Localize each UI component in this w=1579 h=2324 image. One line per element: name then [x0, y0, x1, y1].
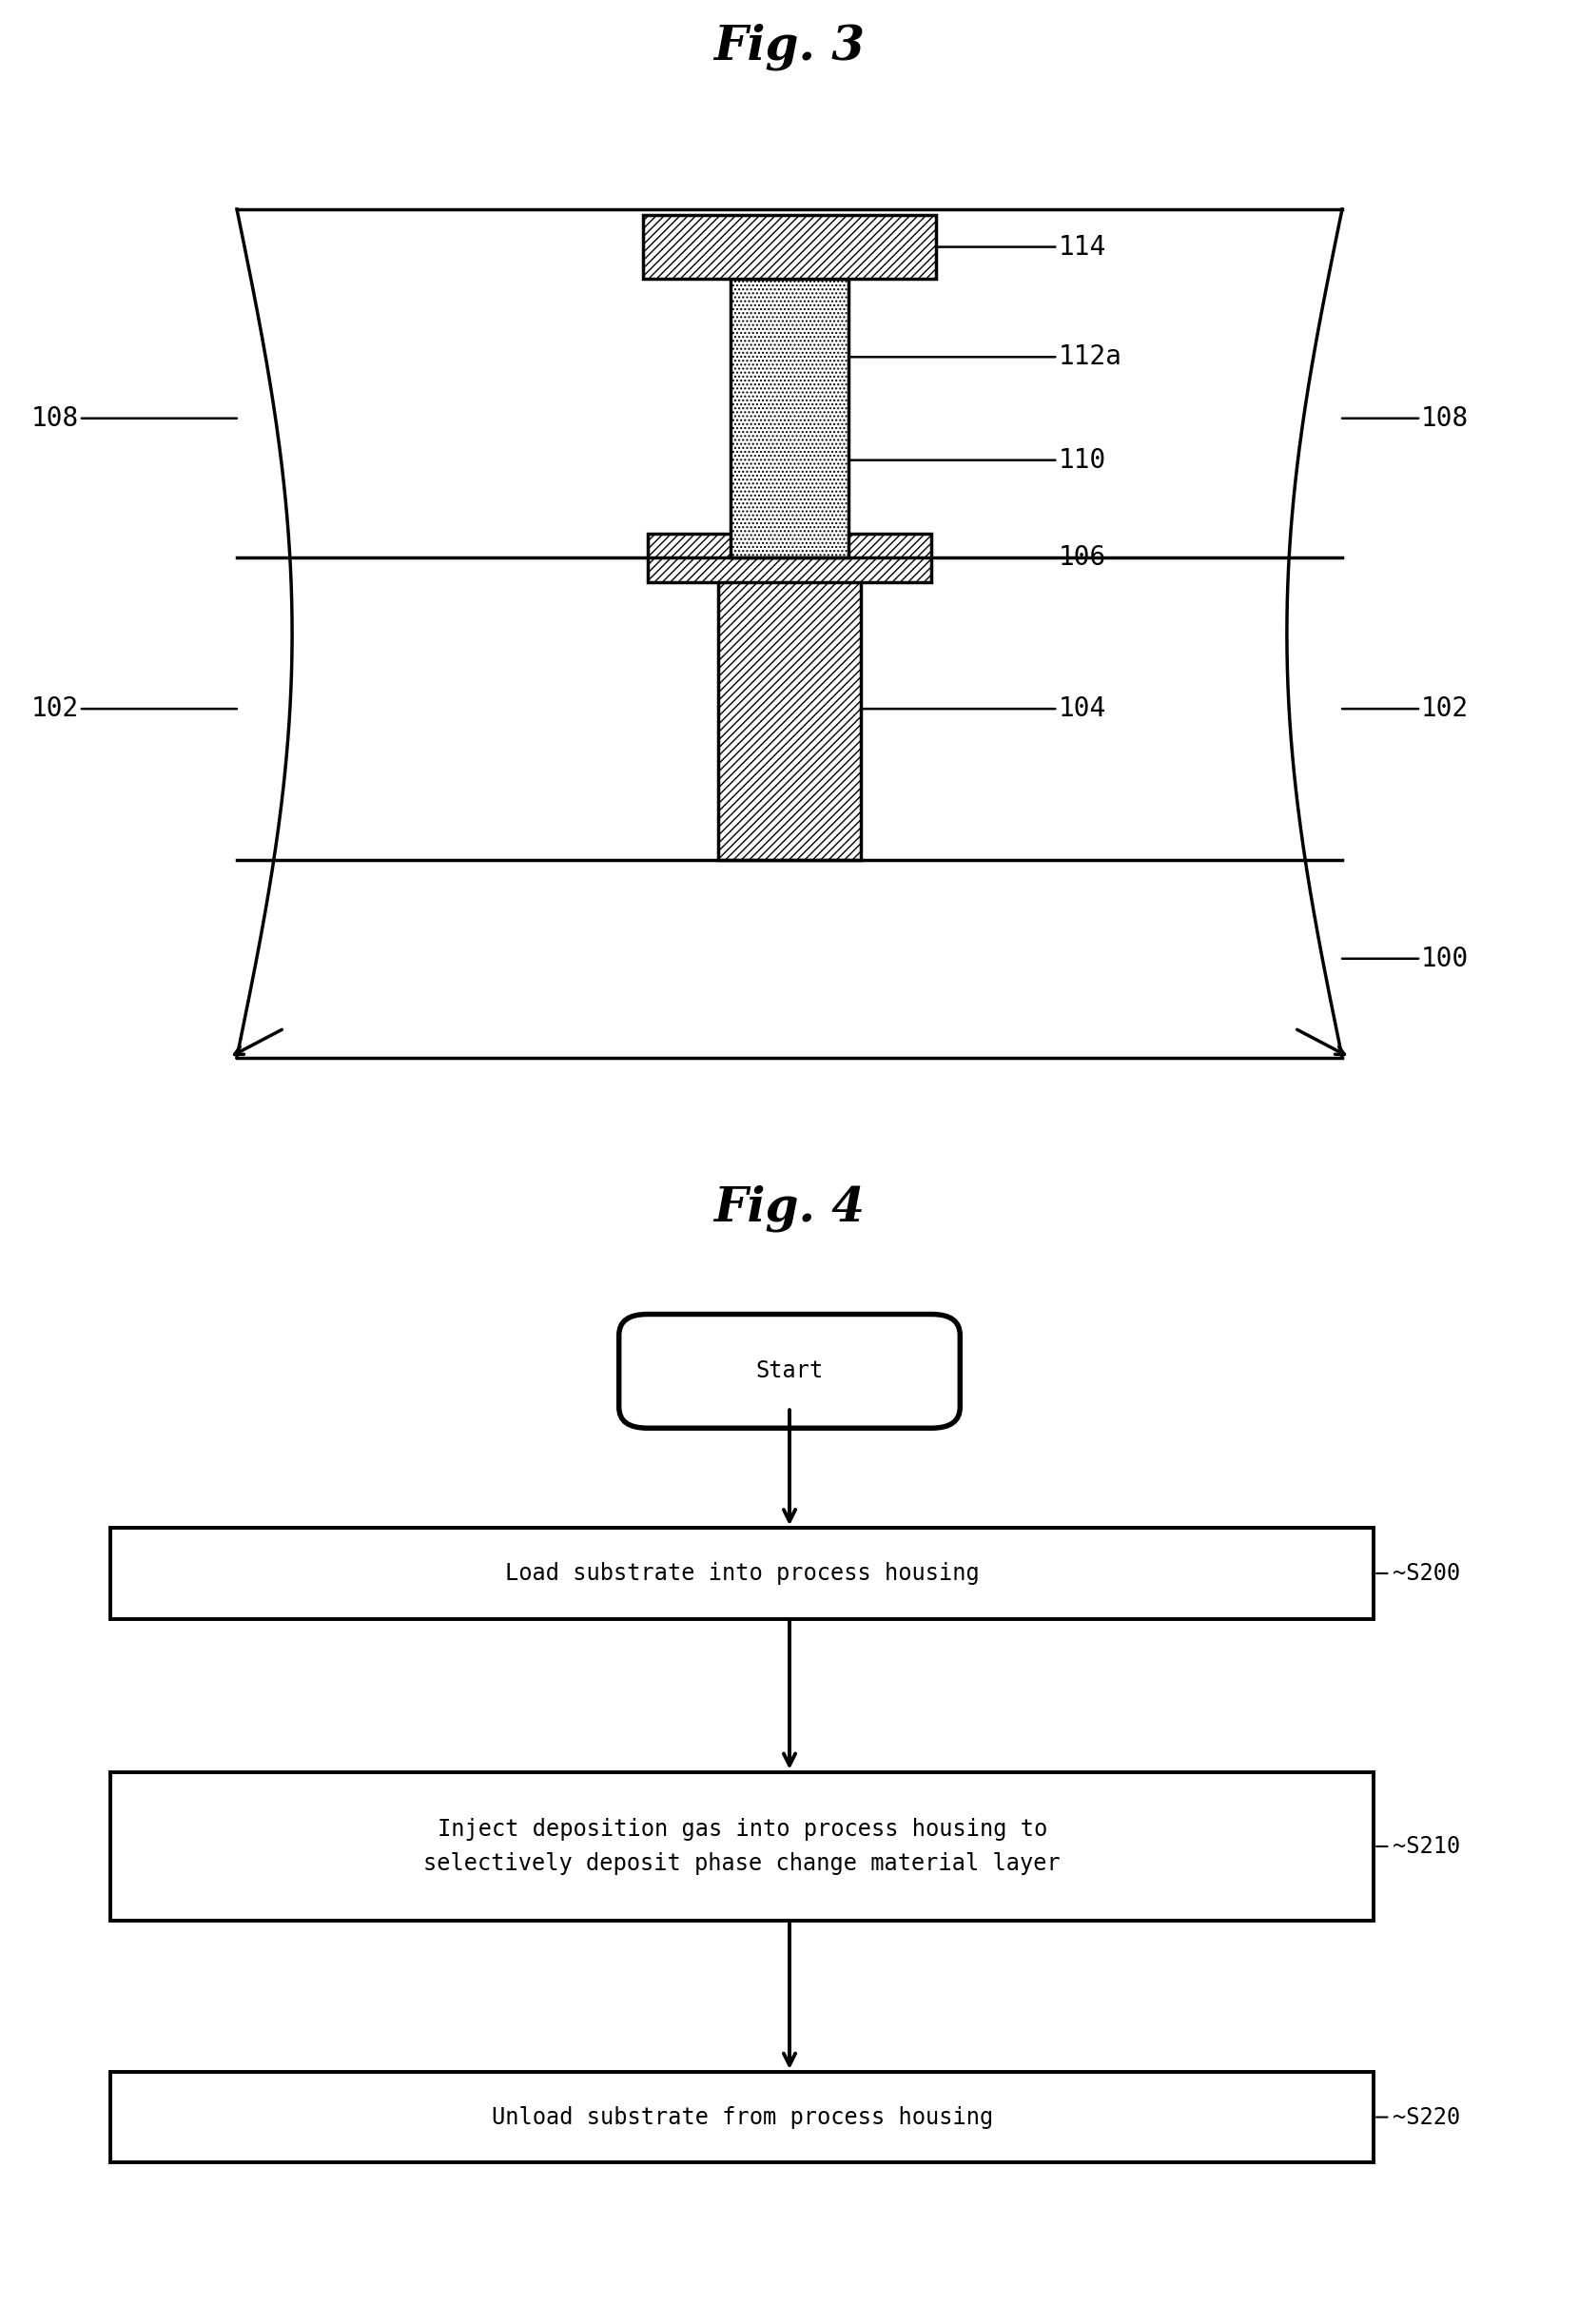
Text: 106: 106 — [932, 544, 1105, 572]
Text: 108: 108 — [1342, 404, 1468, 432]
Text: ~S220: ~S220 — [1377, 2106, 1461, 2129]
Text: 100: 100 — [1342, 946, 1468, 971]
Bar — [718, 558, 861, 860]
Text: 114: 114 — [936, 235, 1105, 260]
Text: 112a: 112a — [850, 344, 1121, 370]
Text: Unload substrate from process housing: Unload substrate from process housing — [491, 2106, 993, 2129]
Bar — [644, 216, 936, 279]
Text: 108: 108 — [32, 404, 237, 432]
Text: Inject deposition gas into process housing to
selectively deposit phase change m: Inject deposition gas into process housi… — [423, 1817, 1061, 1875]
Text: Fig. 4: Fig. 4 — [714, 1185, 865, 1232]
Text: 102: 102 — [32, 695, 237, 723]
Text: ~S210: ~S210 — [1377, 1836, 1461, 1857]
Bar — [111, 1771, 1374, 1920]
FancyBboxPatch shape — [619, 1315, 960, 1427]
Bar — [647, 535, 932, 583]
Text: Load substrate into process housing: Load substrate into process housing — [505, 1562, 979, 1585]
Text: 110: 110 — [850, 446, 1105, 474]
Bar — [111, 1529, 1374, 1618]
Bar — [729, 279, 850, 558]
Text: Fig. 3: Fig. 3 — [714, 23, 865, 70]
Text: Start: Start — [756, 1360, 823, 1383]
Text: 104: 104 — [861, 695, 1105, 723]
Bar — [111, 2073, 1374, 2161]
Text: 102: 102 — [1342, 695, 1468, 723]
Text: ~S200: ~S200 — [1377, 1562, 1461, 1585]
